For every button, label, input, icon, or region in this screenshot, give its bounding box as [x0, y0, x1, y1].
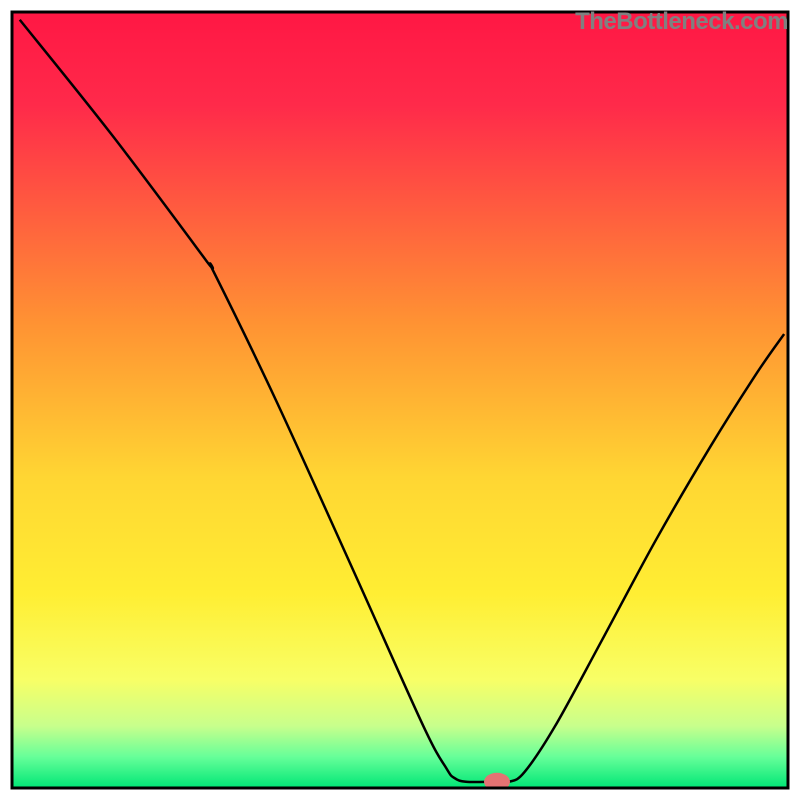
gradient-background [12, 12, 788, 788]
chart-svg [0, 0, 800, 800]
attribution-label: TheBottleneck.com [575, 8, 788, 36]
bottleneck-chart [0, 0, 800, 800]
